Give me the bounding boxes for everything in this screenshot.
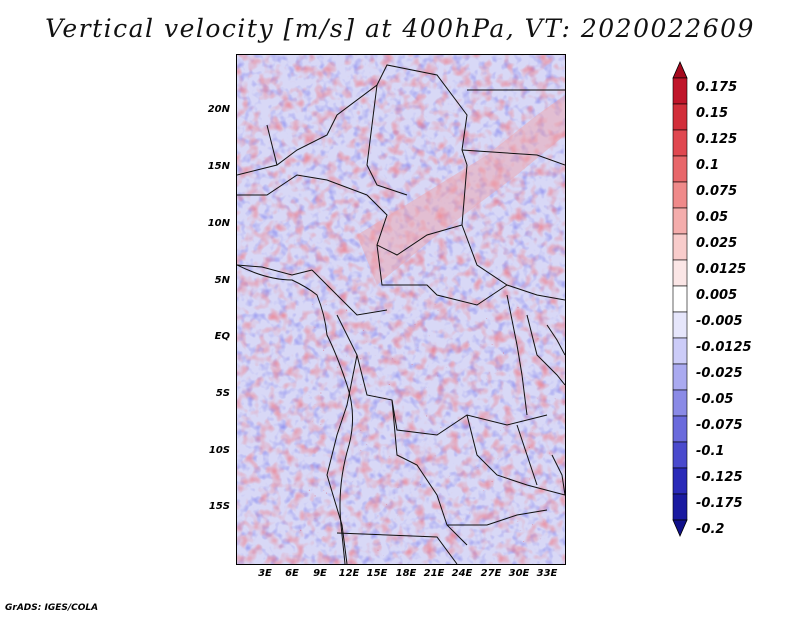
coastline xyxy=(237,264,565,564)
chart-title: Vertical velocity [m/s] at 400hPa, VT: 2… xyxy=(45,14,755,43)
colorbar-top-arrow xyxy=(672,61,688,79)
colorbar-label: 0.0125 xyxy=(696,262,747,277)
colorbar-segment xyxy=(672,103,688,131)
colorbar-label: 0.125 xyxy=(696,132,738,147)
colorbar-label: 0.1 xyxy=(696,158,720,173)
sahel-updraft-band xyxy=(357,95,565,285)
lat-label-10n: 10N xyxy=(207,218,230,229)
lat-label-5n: 5N xyxy=(214,275,230,286)
colorbar-segment xyxy=(672,363,688,391)
colorbar-segment xyxy=(672,285,688,313)
colorbar-label: 0.175 xyxy=(696,80,738,95)
colorbar-segment xyxy=(672,467,688,495)
lat-label-15s: 15S xyxy=(208,501,230,512)
lat-label-15n: 15N xyxy=(207,161,230,172)
colorbar-segment xyxy=(672,259,688,287)
colorbar-label: 0.15 xyxy=(696,106,729,121)
lon-label-27e: 27E xyxy=(480,568,502,579)
lon-label-21e: 21E xyxy=(423,568,445,579)
lat-label-eq: EQ xyxy=(214,331,230,342)
colorbar-segment xyxy=(672,441,688,469)
lon-label-12e: 12E xyxy=(338,568,360,579)
colorbar-segment xyxy=(672,77,688,105)
colorbar-label: -0.05 xyxy=(696,392,734,407)
colorbar-label: 0.025 xyxy=(696,236,738,251)
lat-label-10s: 10S xyxy=(208,445,230,456)
colorbar-label: 0.005 xyxy=(696,288,738,303)
colorbar-segment xyxy=(672,155,688,183)
lon-label-15e: 15E xyxy=(366,568,388,579)
colorbar-segment xyxy=(672,129,688,157)
map-panel xyxy=(236,54,566,565)
colorbar-segment xyxy=(672,337,688,365)
lon-label-3e: 3E xyxy=(258,568,272,579)
colorbar-label: -0.025 xyxy=(696,366,743,381)
colorbar-label: -0.075 xyxy=(696,418,743,433)
colorbar-label: -0.125 xyxy=(696,470,743,485)
convective-region xyxy=(297,295,565,564)
lon-label-18e: 18E xyxy=(395,568,417,579)
colorbar-segment xyxy=(672,181,688,209)
colorbar-label: -0.0125 xyxy=(696,340,752,355)
country-borders xyxy=(237,64,565,564)
grads-credit: GrADS: IGES/COLA xyxy=(5,603,99,613)
colorbar xyxy=(672,61,688,537)
lon-label-24e: 24E xyxy=(451,568,473,579)
colorbar-label: -0.005 xyxy=(696,314,743,329)
colorbar-segment xyxy=(672,311,688,339)
colorbar-label: 0.05 xyxy=(696,210,729,225)
lat-label-5s: 5S xyxy=(215,388,230,399)
colorbar-segment xyxy=(672,415,688,443)
colorbar-label: 0.075 xyxy=(696,184,738,199)
lon-label-30e: 30E xyxy=(508,568,530,579)
lon-label-9e: 9E xyxy=(313,568,327,579)
colorbar-segment xyxy=(672,389,688,417)
colorbar-label: -0.1 xyxy=(696,444,725,459)
colorbar-segment xyxy=(672,207,688,235)
colorbar-segment xyxy=(672,233,688,261)
velocity-field xyxy=(237,55,565,564)
lat-label-20n: 20N xyxy=(207,104,230,115)
colorbar-segment xyxy=(672,493,688,521)
colorbar-label: -0.175 xyxy=(696,496,743,511)
colorbar-bottom-arrow xyxy=(672,519,688,537)
lon-label-33e: 33E xyxy=(536,568,558,579)
lon-label-6e: 6E xyxy=(285,568,299,579)
colorbar-label: -0.2 xyxy=(696,522,725,537)
